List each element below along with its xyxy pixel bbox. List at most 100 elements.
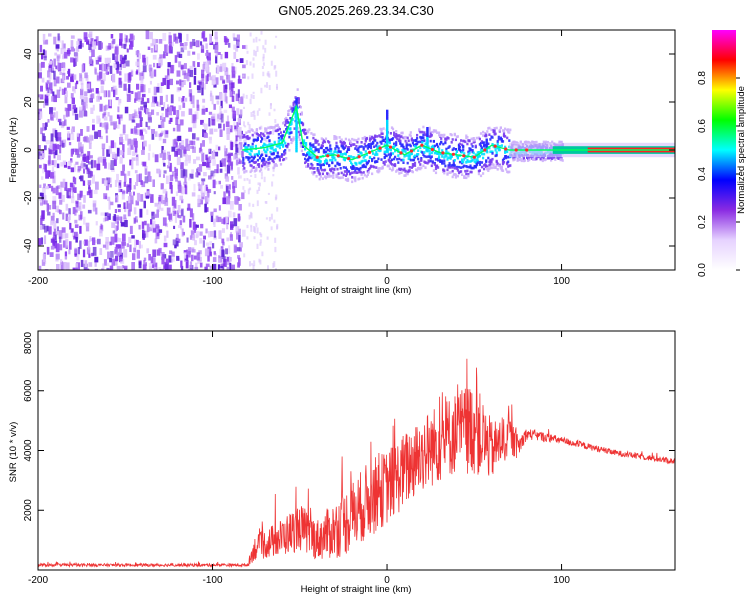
noise-cell bbox=[43, 163, 46, 170]
noise-cell bbox=[44, 164, 47, 172]
noise-cell bbox=[205, 107, 208, 112]
signal-cell bbox=[561, 159, 564, 162]
signal-cell bbox=[405, 142, 408, 145]
noise-cell bbox=[187, 177, 191, 181]
signal-cell bbox=[542, 156, 545, 160]
noise-cell bbox=[75, 267, 78, 270]
noise-cell bbox=[182, 231, 185, 236]
noise-cell bbox=[143, 57, 146, 65]
noise-cell bbox=[175, 36, 179, 44]
signal-cell bbox=[290, 131, 293, 134]
noise-cell bbox=[169, 174, 174, 182]
signal-cell bbox=[351, 137, 354, 141]
noise-cell bbox=[50, 112, 53, 120]
signal-cell bbox=[490, 159, 493, 163]
signal-cell bbox=[419, 163, 422, 166]
signal-cell bbox=[317, 169, 320, 172]
noise-cell bbox=[201, 69, 205, 79]
signal-cell bbox=[460, 170, 463, 173]
signal-cell bbox=[323, 160, 327, 163]
signal-cell bbox=[475, 136, 478, 140]
noise-cell bbox=[90, 88, 94, 92]
signal-cell bbox=[266, 144, 269, 147]
noise-cell bbox=[200, 143, 202, 152]
noise-cell bbox=[243, 189, 246, 193]
noise-cell bbox=[44, 145, 47, 151]
signal-cell bbox=[272, 149, 275, 152]
noise-cell bbox=[179, 195, 183, 201]
noise-cell bbox=[114, 124, 117, 129]
noise-cell bbox=[180, 64, 184, 70]
signal-cell bbox=[446, 172, 449, 175]
noise-cell bbox=[213, 230, 217, 238]
signal-cell bbox=[441, 161, 444, 164]
noise-cell bbox=[222, 197, 227, 205]
signal-cell bbox=[466, 136, 469, 139]
signal-cell bbox=[391, 127, 395, 131]
signal-cell bbox=[345, 172, 349, 176]
noise-cell bbox=[163, 162, 166, 167]
noise-cell bbox=[48, 82, 53, 91]
noise-cell bbox=[134, 239, 138, 248]
noise-cell bbox=[115, 244, 120, 249]
noise-cell bbox=[256, 243, 259, 249]
signal-cell bbox=[283, 130, 286, 134]
signal-cell bbox=[326, 162, 329, 165]
signal-cell bbox=[403, 155, 406, 158]
signal-cell bbox=[316, 163, 319, 166]
noise-cell bbox=[254, 227, 257, 233]
noise-cell bbox=[132, 151, 135, 156]
snr-x-ticks: -200 -100 0 100 bbox=[28, 331, 570, 586]
ridge-peak bbox=[409, 149, 414, 153]
signal-cell bbox=[380, 158, 383, 161]
signal-cell bbox=[430, 134, 433, 137]
noise-cell bbox=[88, 143, 92, 149]
noise-cell bbox=[137, 91, 141, 100]
noise-cell bbox=[215, 215, 219, 223]
signal-cell bbox=[446, 158, 449, 161]
spike-cell bbox=[485, 144, 488, 147]
noise-cell bbox=[39, 155, 42, 161]
noise-cell bbox=[131, 262, 135, 270]
noise-cell bbox=[196, 252, 200, 261]
signal-cell bbox=[485, 133, 488, 137]
signal-cell bbox=[256, 158, 259, 162]
noise-cell bbox=[179, 149, 183, 158]
ridge-peak bbox=[347, 157, 351, 161]
noise-cell bbox=[124, 73, 127, 82]
spike-cell bbox=[386, 148, 389, 151]
noise-cell bbox=[233, 128, 237, 132]
signal-cell bbox=[341, 176, 344, 179]
noise-cell bbox=[192, 120, 197, 129]
noise-cell bbox=[252, 111, 255, 114]
signal-cell bbox=[406, 172, 409, 176]
signal-cell bbox=[314, 146, 317, 149]
x-tick-label: 0 bbox=[384, 575, 390, 586]
noise-cell bbox=[251, 73, 254, 79]
signal-cell bbox=[273, 164, 276, 168]
noise-cell bbox=[153, 69, 157, 77]
signal-cell bbox=[338, 162, 341, 166]
signal-cell bbox=[506, 136, 509, 140]
spike-cell bbox=[386, 150, 389, 153]
signal-cell bbox=[358, 177, 361, 180]
signal-cell bbox=[347, 148, 351, 151]
signal-cell bbox=[456, 155, 459, 159]
signal-cell bbox=[350, 141, 353, 145]
noise-cell bbox=[133, 217, 136, 224]
signal-cell bbox=[453, 166, 456, 170]
signal-cell bbox=[317, 150, 320, 154]
ridge-line bbox=[242, 104, 675, 161]
noise-cell bbox=[152, 227, 157, 233]
noise-cell bbox=[192, 61, 196, 67]
signal-cell bbox=[373, 156, 376, 160]
noise-cell bbox=[104, 57, 109, 64]
spike-cell bbox=[426, 130, 429, 134]
signal-cell bbox=[344, 174, 347, 177]
signal-cell bbox=[253, 161, 256, 164]
noise-cell bbox=[58, 230, 63, 240]
noise-cell bbox=[84, 36, 88, 42]
noise-cell bbox=[198, 82, 202, 86]
signal-cell bbox=[388, 156, 391, 159]
noise-cell bbox=[80, 175, 84, 182]
